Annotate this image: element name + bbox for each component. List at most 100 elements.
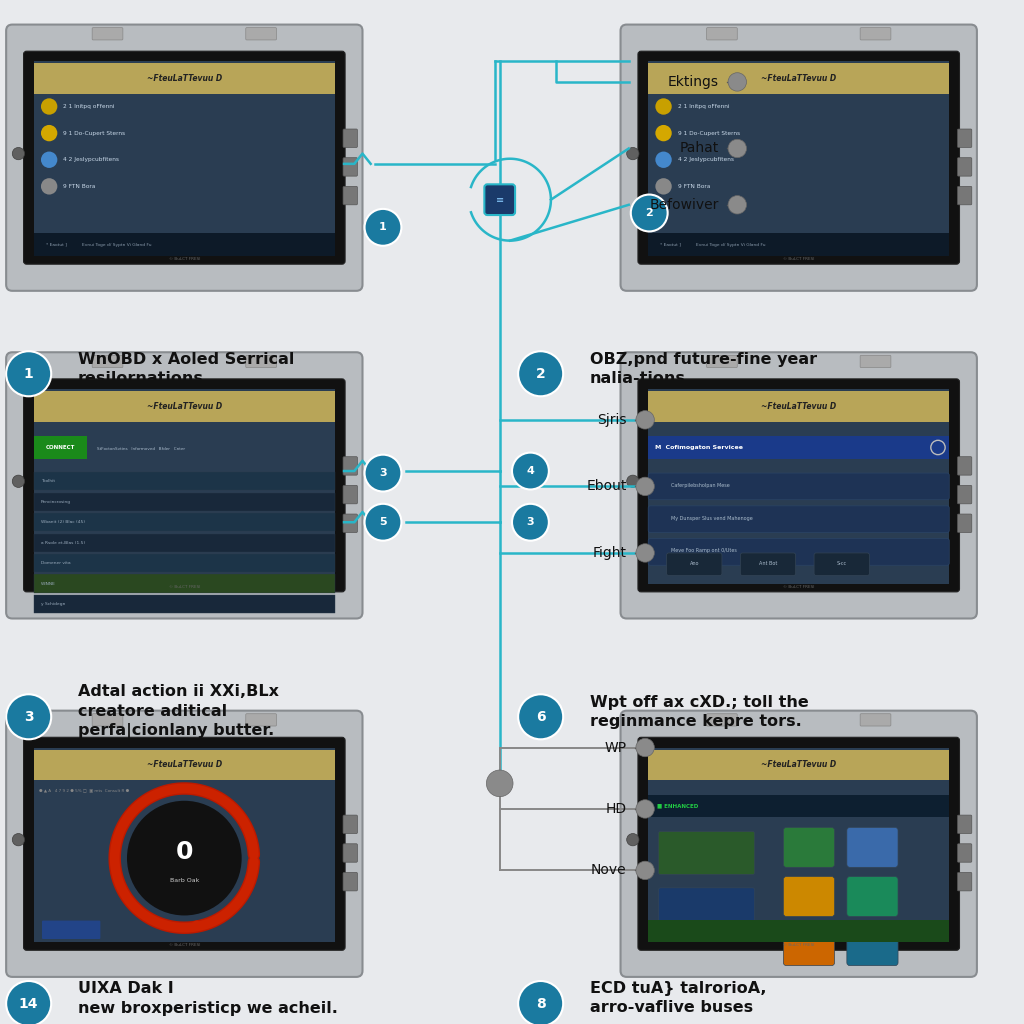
Circle shape [6,351,51,396]
FancyBboxPatch shape [638,737,959,950]
Circle shape [636,544,654,562]
Circle shape [518,981,563,1024]
Text: © BuLCT FRESI: © BuLCT FRESI [169,585,200,589]
Circle shape [41,98,57,115]
FancyBboxPatch shape [648,506,949,532]
FancyBboxPatch shape [740,553,796,575]
Text: Befowiver: Befowiver [649,198,719,212]
FancyBboxPatch shape [6,25,362,291]
Text: 5: 5 [379,517,387,527]
Text: © BuLCT FRESI: © BuLCT FRESI [169,943,200,947]
Circle shape [512,504,549,541]
FancyBboxPatch shape [638,379,959,592]
FancyBboxPatch shape [343,844,357,862]
Circle shape [6,981,51,1024]
FancyBboxPatch shape [34,61,335,256]
FancyBboxPatch shape [648,63,949,94]
FancyBboxPatch shape [648,750,949,780]
Text: Fight: Fight [593,546,627,560]
Circle shape [728,139,746,158]
FancyBboxPatch shape [648,436,949,459]
Circle shape [191,921,202,931]
Text: y Schidegn: y Schidegn [41,602,66,606]
FancyBboxPatch shape [707,355,737,368]
Text: * Eaotut ]           Evnui Toge d/ Syptn Vi Gland Fu: * Eaotut ] Evnui Toge d/ Syptn Vi Gland … [660,243,766,247]
FancyBboxPatch shape [648,473,949,500]
FancyBboxPatch shape [957,186,972,205]
Text: Toolhit: Toolhit [41,479,55,483]
Circle shape [12,834,25,846]
FancyBboxPatch shape [343,514,357,532]
Text: 2 1 Initpq oFfenni: 2 1 Initpq oFfenni [678,104,729,109]
Text: 4 2 Jeslypcubfitens: 4 2 Jeslypcubfitens [678,158,734,162]
Text: Meve Foo Ramp ont 0/Utes: Meve Foo Ramp ont 0/Utes [671,549,736,553]
FancyBboxPatch shape [343,457,357,475]
FancyBboxPatch shape [957,514,972,532]
FancyBboxPatch shape [783,877,835,916]
Text: 2: 2 [536,367,546,381]
FancyBboxPatch shape [847,877,898,916]
Text: © BuLCT FRESI: © BuLCT FRESI [783,585,814,589]
Text: Ant Bot: Ant Bot [759,561,777,565]
FancyBboxPatch shape [34,574,335,593]
Text: 2 1 Initpq oFfenni: 2 1 Initpq oFfenni [63,104,115,109]
FancyBboxPatch shape [246,355,276,368]
FancyBboxPatch shape [783,926,835,966]
Text: 2: 2 [645,208,653,218]
Text: Barb Oak: Barb Oak [170,879,199,883]
FancyBboxPatch shape [34,534,335,552]
Text: CONNECT: CONNECT [46,445,75,450]
Text: Sjris: Sjris [597,413,627,427]
Text: 6: 6 [536,710,546,724]
FancyBboxPatch shape [648,389,949,584]
FancyBboxPatch shape [92,28,123,40]
FancyBboxPatch shape [658,831,755,874]
FancyBboxPatch shape [343,129,357,147]
FancyBboxPatch shape [343,485,357,504]
Circle shape [41,125,57,141]
Text: Ebout: Ebout [587,479,627,494]
Text: HD: HD [605,802,627,816]
Circle shape [636,411,654,429]
FancyBboxPatch shape [24,51,345,264]
FancyBboxPatch shape [847,926,898,966]
Circle shape [636,738,654,757]
Text: Wbanit (2) Blac (45): Wbanit (2) Blac (45) [41,520,85,524]
FancyBboxPatch shape [246,714,276,726]
FancyBboxPatch shape [6,711,362,977]
FancyBboxPatch shape [484,184,515,215]
FancyBboxPatch shape [860,714,891,726]
FancyBboxPatch shape [34,233,335,256]
FancyBboxPatch shape [621,352,977,618]
FancyBboxPatch shape [957,844,972,862]
FancyBboxPatch shape [847,827,898,867]
Circle shape [627,147,639,160]
FancyBboxPatch shape [957,872,972,891]
Circle shape [365,209,401,246]
Text: 9 1 Do-Cupert Sterns: 9 1 Do-Cupert Sterns [63,131,126,135]
FancyBboxPatch shape [34,554,335,572]
FancyBboxPatch shape [658,888,755,931]
Text: 9 FTN Bora: 9 FTN Bora [678,184,711,188]
Text: ~FteuLaTTevuu D: ~FteuLaTTevuu D [761,761,837,769]
FancyBboxPatch shape [860,28,891,40]
FancyBboxPatch shape [24,379,345,592]
FancyBboxPatch shape [34,513,335,531]
Text: WINNE: WINNE [41,582,56,586]
FancyBboxPatch shape [343,158,357,176]
Text: 14: 14 [18,996,39,1011]
Circle shape [655,125,672,141]
FancyBboxPatch shape [783,827,835,867]
Text: Pahat: Pahat [680,141,719,156]
Text: ~FteuLaTTevuu D: ~FteuLaTTevuu D [146,761,222,769]
Text: Domener vita: Domener vita [41,561,71,565]
Text: 0: 0 [175,840,194,864]
Text: Pencincrosing: Pencincrosing [41,500,71,504]
FancyBboxPatch shape [957,457,972,475]
FancyBboxPatch shape [34,748,335,942]
Text: StFoctonSvtins   Informoved   Bfder   Cnter: StFoctonSvtins Informoved Bfder Cnter [97,446,185,451]
FancyBboxPatch shape [34,750,335,780]
Text: ~FteuLaTTevuu D: ~FteuLaTTevuu D [761,402,837,411]
Text: 1: 1 [24,367,34,381]
Text: ~FteuLaTTevuu D: ~FteuLaTTevuu D [146,402,222,411]
